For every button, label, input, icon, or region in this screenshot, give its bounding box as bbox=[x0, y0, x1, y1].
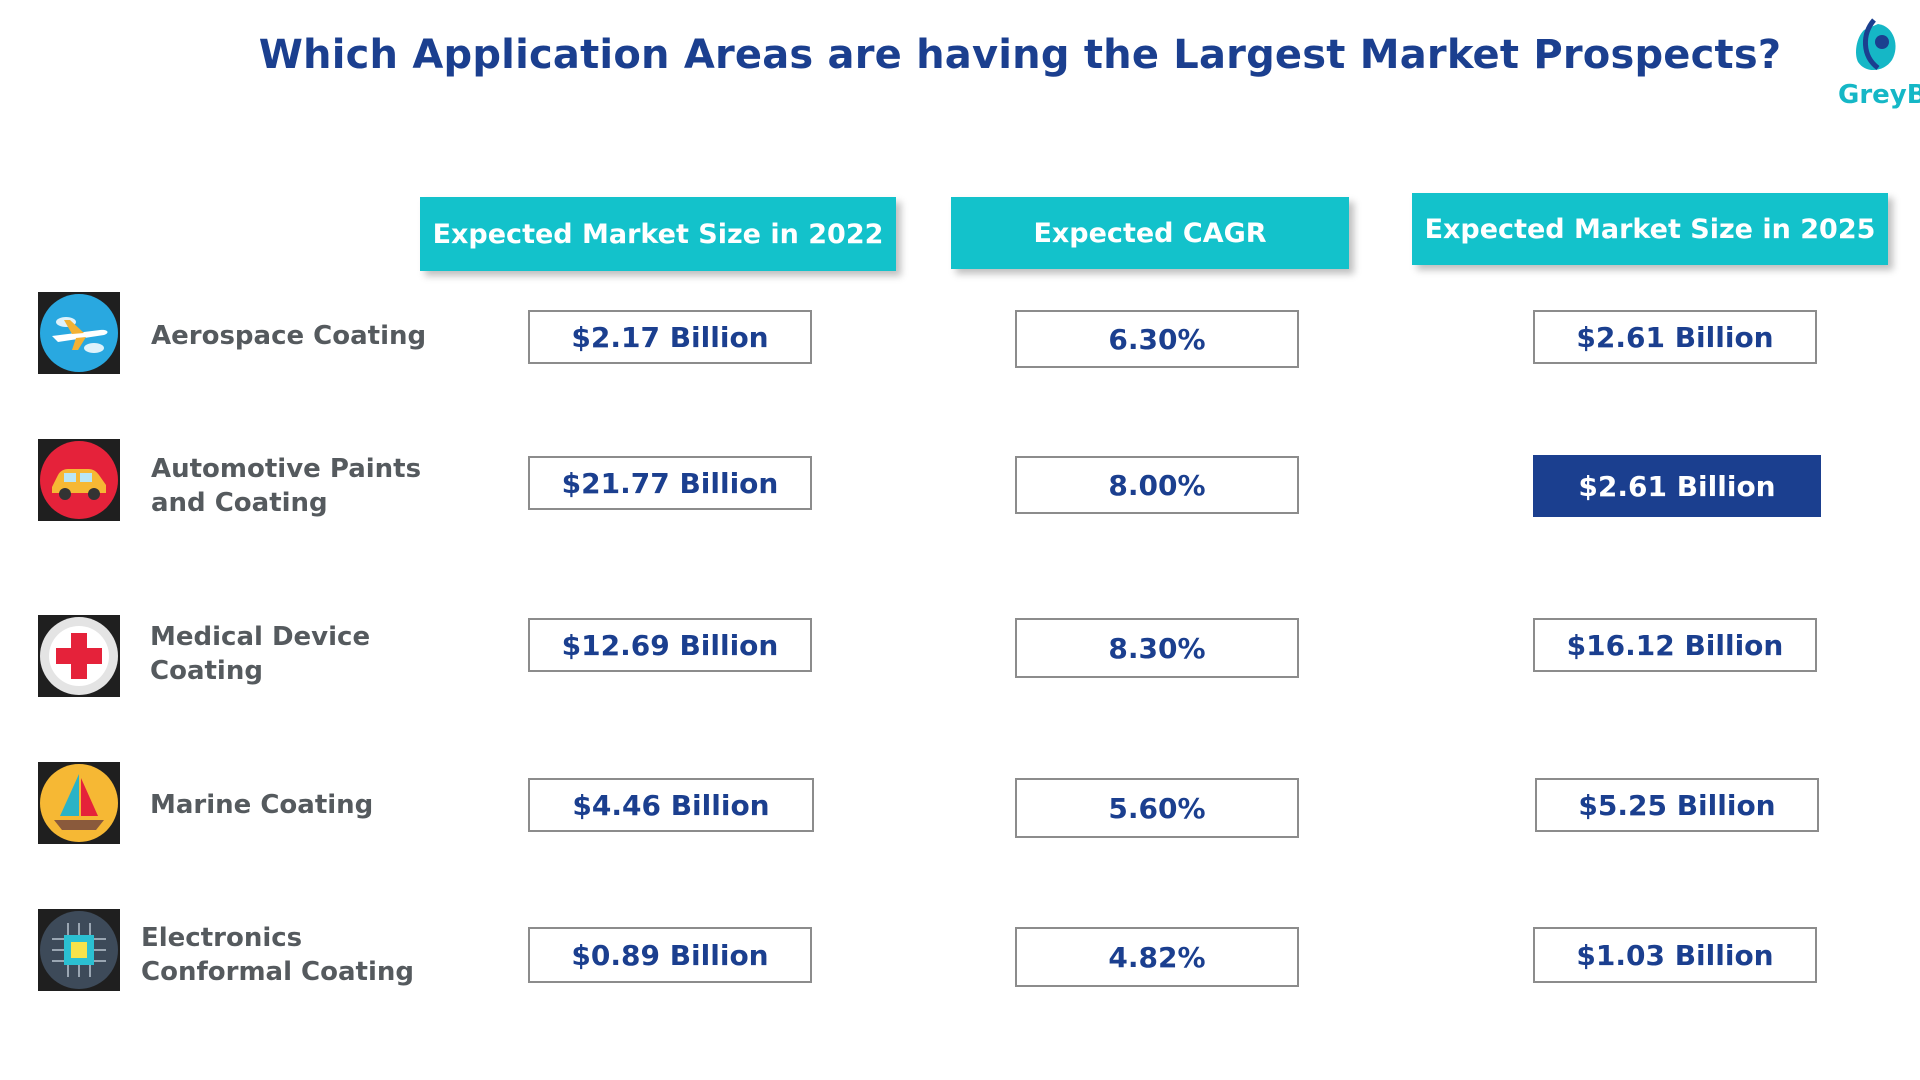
sailboat-icon bbox=[38, 762, 120, 844]
greyb-logo: GreyB bbox=[1838, 16, 1920, 116]
medical-cross-icon bbox=[38, 615, 120, 697]
cell-medical-2022: $12.69 Billion bbox=[528, 618, 812, 672]
cell-medical-cagr: 8.30% bbox=[1015, 618, 1299, 678]
logo-text: GreyB bbox=[1838, 80, 1920, 110]
cell-aerospace-2022: $2.17 Billion bbox=[528, 310, 812, 364]
row-label-electronics: Electronics Conformal Coating bbox=[141, 923, 414, 987]
microchip-icon bbox=[38, 909, 120, 991]
cell-marine-cagr: 5.60% bbox=[1015, 778, 1299, 838]
header-market-size-2025: Expected Market Size in 2025 bbox=[1412, 193, 1888, 265]
cell-automotive-2025: $2.61 Billion bbox=[1533, 455, 1821, 517]
header-expected-cagr: Expected CAGR bbox=[951, 197, 1349, 269]
row-label-medical: Medical Device Coating bbox=[150, 622, 371, 686]
car-icon bbox=[38, 439, 120, 521]
cell-electronics-2025: $1.03 Billion bbox=[1533, 927, 1817, 983]
header-market-size-2022: Expected Market Size in 2022 bbox=[420, 197, 896, 271]
cell-medical-2025: $16.12 Billion bbox=[1533, 618, 1817, 672]
row-label-aerospace: Aerospace Coating bbox=[151, 321, 427, 351]
cell-aerospace-2025: $2.61 Billion bbox=[1533, 310, 1817, 364]
airplane-icon bbox=[38, 292, 120, 374]
page-title: Which Application Areas are having the L… bbox=[258, 32, 1782, 78]
cell-marine-2022: $4.46 Billion bbox=[528, 778, 814, 832]
row-label-marine: Marine Coating bbox=[150, 790, 374, 820]
cell-electronics-2022: $0.89 Billion bbox=[528, 927, 812, 983]
cell-aerospace-cagr: 6.30% bbox=[1015, 310, 1299, 368]
cell-electronics-cagr: 4.82% bbox=[1015, 927, 1299, 987]
greyb-logo-icon bbox=[1856, 18, 1896, 71]
row-label-automotive: Automotive Paints and Coating bbox=[151, 454, 422, 518]
cell-marine-2025: $5.25 Billion bbox=[1535, 778, 1819, 832]
cell-automotive-2022: $21.77 Billion bbox=[528, 456, 812, 510]
cell-automotive-cagr: 8.00% bbox=[1015, 456, 1299, 514]
